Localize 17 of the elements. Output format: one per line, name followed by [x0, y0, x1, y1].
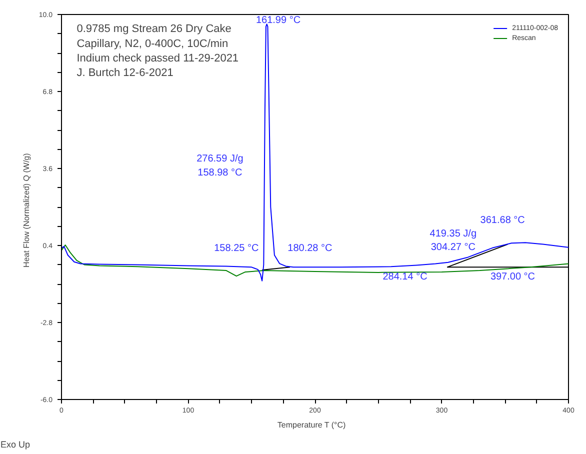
- annotation: 158.25 °C: [214, 243, 259, 254]
- annotation: 180.28 °C: [288, 243, 332, 254]
- annotation: 161.99 °C: [256, 14, 301, 26]
- annotation: 397.00 °C: [490, 272, 536, 283]
- annotation: 0.9785 mg Stream 26 Dry Cake: [76, 23, 232, 36]
- annotation: 284.14 °C: [382, 272, 428, 283]
- annotation: 361.68 °C: [480, 214, 525, 226]
- text: Exo Up: [0, 440, 30, 450]
- annotation: 419.35 J/g: [430, 228, 477, 240]
- annotation: Capillary, N2, 0-400C, 10C/min: [76, 38, 228, 50]
- annotation: 276.59 J/g: [196, 153, 244, 164]
- annotation: 304.27 °C: [430, 242, 476, 253]
- annotation: 158.98 °C: [198, 168, 242, 179]
- annotation: J. Burtch 12-6-2021: [76, 67, 174, 80]
- x-axis-title: Temperature T (°C): [277, 420, 346, 430]
- y-axis-title: Heat Flow (Normalized) Q (W/g): [22, 152, 31, 268]
- annotation: Indium check passed 11-29-2021: [76, 52, 239, 64]
